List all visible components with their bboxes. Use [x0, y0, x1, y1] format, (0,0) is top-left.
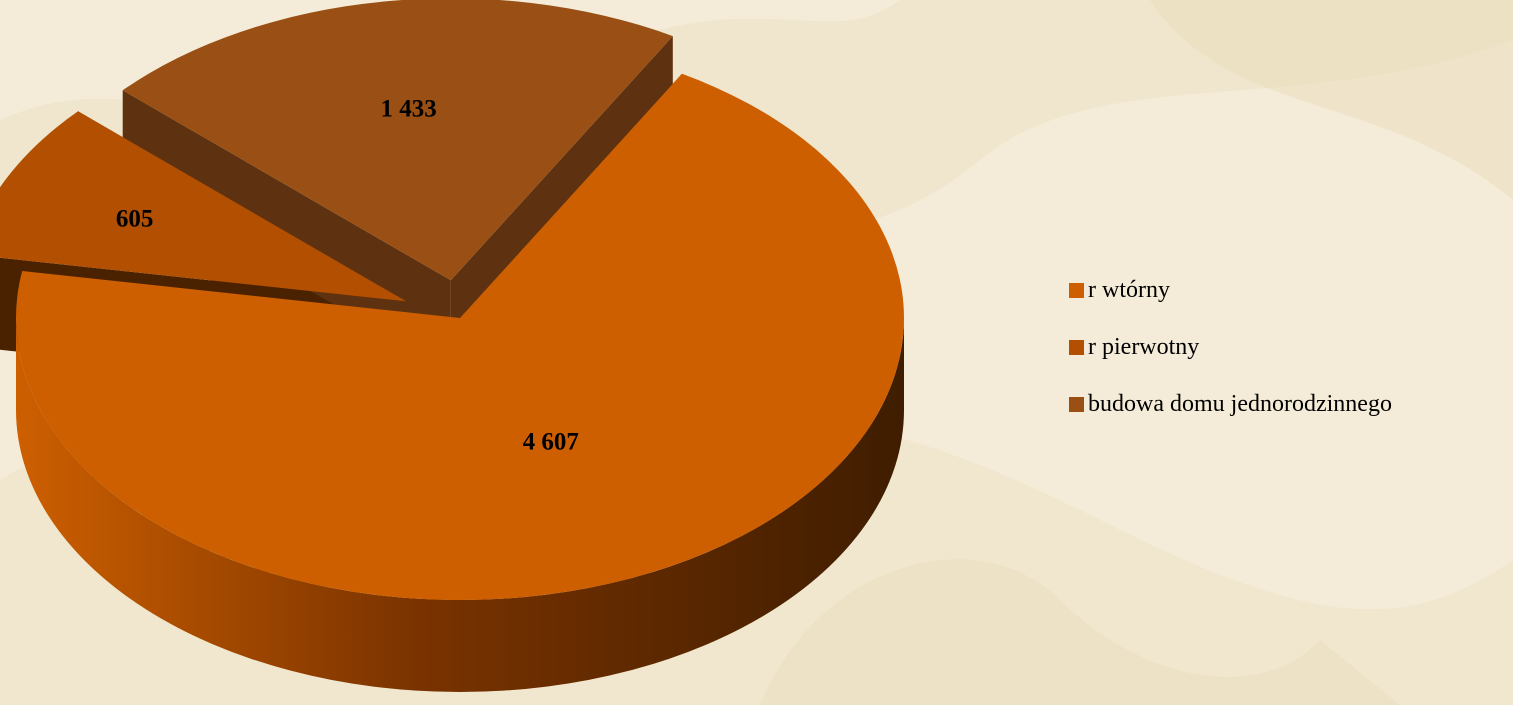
legend-item-budowa-domu: budowa domu jednorodzinnego	[1069, 386, 1392, 443]
pie-slice-2	[122, 0, 673, 281]
pie-slice-wall-2-0	[122, 90, 451, 373]
data-label-0: 4 607	[523, 429, 579, 456]
pie-slice-side-0-0	[16, 318, 904, 692]
data-label-1: 605	[116, 205, 154, 232]
legend-item-r-wtorny: r wtórny	[1069, 272, 1392, 329]
pie-slice-1	[0, 111, 407, 302]
legend-item-r-pierwotny: r pierwotny	[1069, 329, 1392, 386]
data-label-2: 1 433	[380, 96, 436, 123]
legend-label-budowa-domu: budowa domu jednorodzinnego	[1088, 391, 1392, 417]
legend-swatch-r-wtorny	[1069, 283, 1084, 298]
pie-slice-0	[15, 73, 904, 601]
legend: r wtórny r pierwotny budowa domu jednoro…	[1069, 272, 1392, 443]
legend-label-r-pierwotny: r pierwotny	[1088, 334, 1200, 360]
legend-label-r-wtorny: r wtórny	[1088, 277, 1170, 303]
legend-swatch-budowa-domu	[1069, 397, 1084, 412]
legend-swatch-r-pierwotny	[1069, 340, 1084, 355]
